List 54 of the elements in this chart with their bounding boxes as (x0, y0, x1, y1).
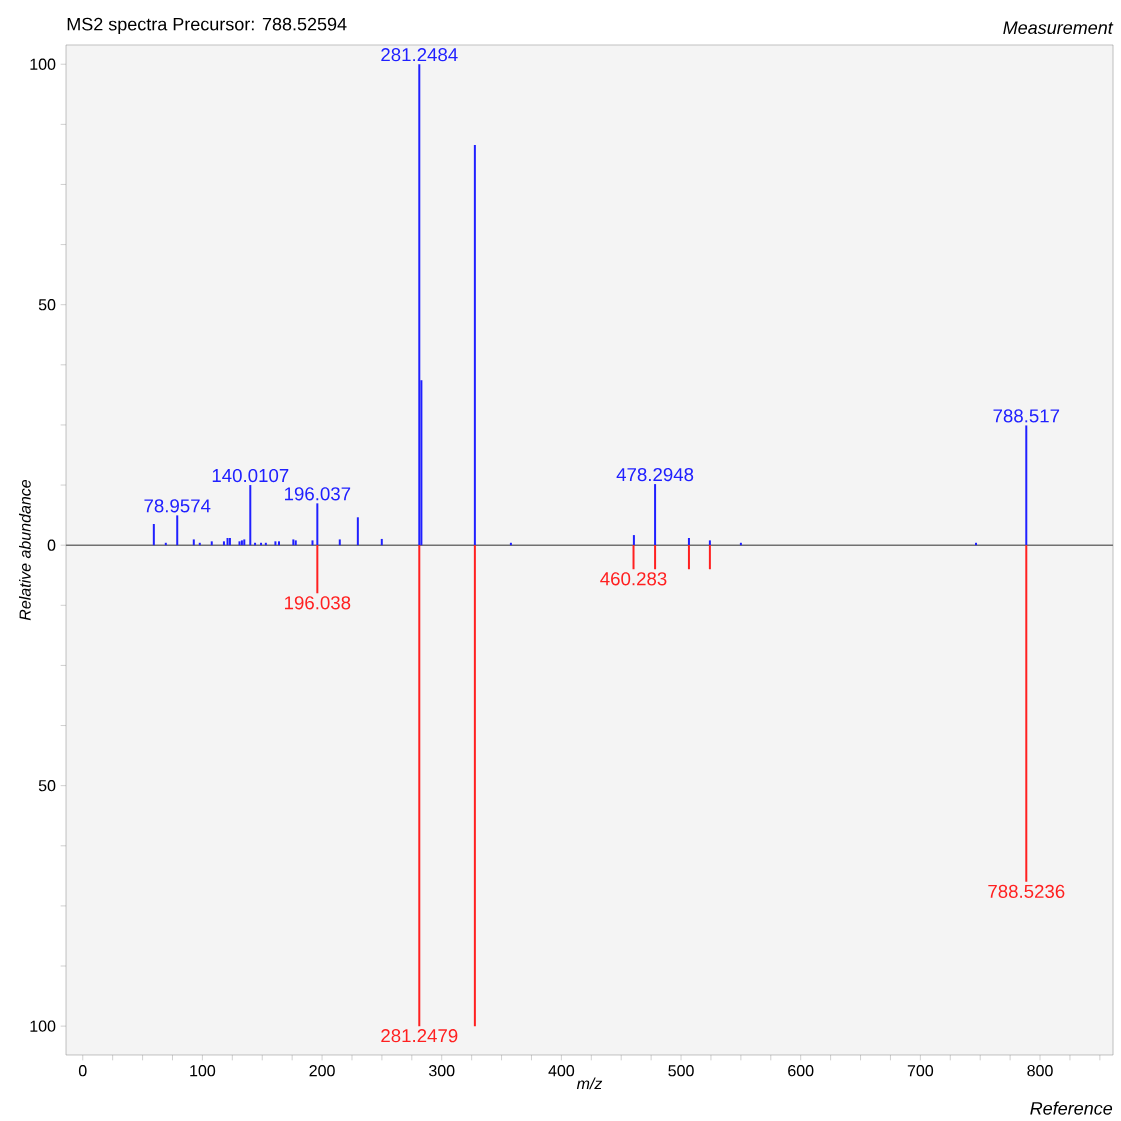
bar (1025, 545, 1028, 882)
bar (654, 545, 657, 570)
annotation: 460.283 (600, 572, 667, 586)
chart-title: MS2 spectra Precursor: 788.52594 (67, 17, 347, 35)
annotation: 281.2479 (381, 1029, 458, 1043)
bar (192, 539, 195, 546)
bar (222, 541, 225, 546)
bar (687, 537, 690, 546)
text: Reference (1030, 1101, 1113, 1115)
x-tick-label: 800 (1027, 1065, 1053, 1077)
bar (418, 545, 421, 1027)
bar (632, 545, 635, 570)
bar (380, 538, 383, 546)
bar (687, 545, 690, 570)
y-tick-label: 0 (47, 539, 56, 551)
text: Measurement (1003, 21, 1114, 35)
x-axis-title: m/z (576, 1077, 603, 1090)
y-tick-label: 100 (30, 58, 56, 70)
bar (1025, 425, 1028, 546)
bar (152, 524, 155, 546)
bar (316, 545, 319, 594)
x-tick-label: 500 (668, 1065, 694, 1077)
y-tick-label: 50 (38, 780, 56, 792)
bar (473, 145, 476, 546)
annotation: 478.2948 (616, 467, 694, 482)
bar (311, 540, 314, 546)
bar (356, 517, 359, 546)
x-tick-label: 200 (309, 1065, 335, 1077)
annotation: 196.038 (285, 596, 351, 610)
bar (338, 539, 341, 546)
y-axis-title: Relative abundance (19, 479, 31, 621)
x-tick-label: 700 (907, 1065, 934, 1077)
bar (632, 535, 635, 546)
annotation: 196.037 (285, 487, 351, 501)
bar (418, 64, 421, 546)
annotation: 281.2484 (381, 48, 458, 62)
x-tick-label: 300 (428, 1065, 455, 1077)
bar (243, 539, 246, 546)
x-tick-label: 600 (788, 1065, 814, 1077)
annotation: 788.5236 (988, 884, 1065, 899)
bar (316, 503, 319, 546)
bar (176, 515, 179, 546)
x-tick-label: 0 (78, 1065, 87, 1077)
bar (473, 545, 476, 1027)
bar (210, 541, 213, 546)
y-tick-label: 50 (38, 299, 56, 311)
y-tick-label: 100 (30, 1020, 56, 1032)
x-tick-label: 100 (190, 1065, 216, 1077)
x-tick-label: 400 (548, 1065, 575, 1077)
annotation: 140.0107 (212, 468, 289, 483)
bar (249, 485, 252, 546)
bar (654, 484, 657, 546)
annotation: 78.9574 (144, 499, 211, 513)
annotation: 788.517 (993, 409, 1060, 423)
